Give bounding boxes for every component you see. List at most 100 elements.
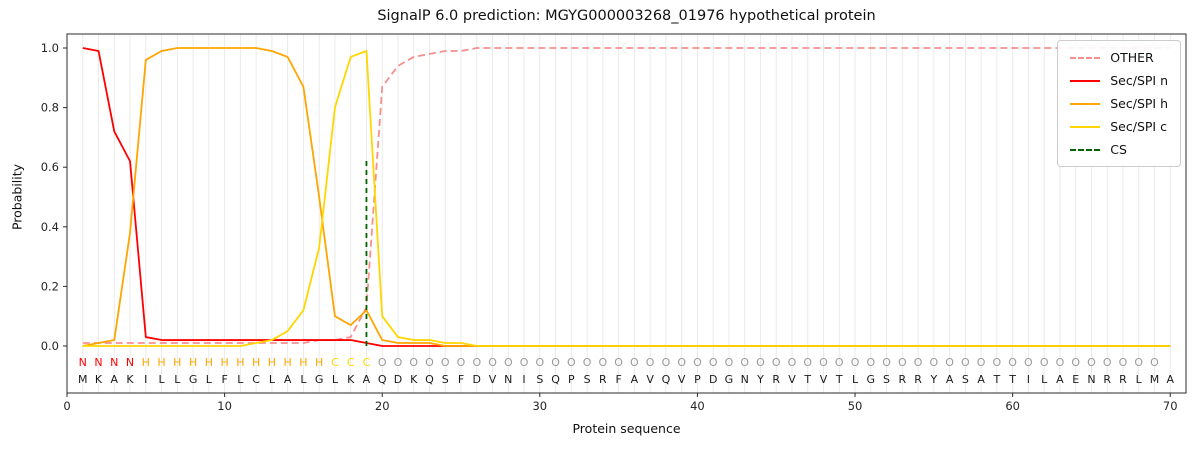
residue-letter: D (709, 373, 717, 386)
residue-type-label: O (520, 356, 529, 369)
residue-letter: L (300, 373, 307, 386)
residue-type-label: H (173, 356, 181, 369)
residue-type-label: O (961, 356, 970, 369)
residue-letter: A (977, 373, 985, 386)
residue-type-label: O (945, 356, 954, 369)
sec-spi-h-line-sample (1070, 102, 1101, 105)
legend-item-sec-spi-c: Sec/SPI c (1070, 119, 1168, 134)
x-tick-label: 70 (1163, 399, 1178, 413)
residue-type-label: O (788, 356, 797, 369)
residue-letter: A (284, 373, 292, 386)
x-axis: 0 10 20 30 40 50 60 70 (63, 393, 1178, 413)
residue-type-label: H (236, 356, 244, 369)
residue-letter: T (993, 373, 1001, 386)
residue-letter: A (631, 373, 639, 386)
residue-type-label: O (866, 356, 875, 369)
residue-type-label: O (488, 356, 497, 369)
residue-type-label: O (409, 356, 418, 369)
residue-type-label: O (551, 356, 560, 369)
residue-letter: R (1119, 373, 1127, 386)
residue-letter: F (458, 373, 464, 386)
residue-letter: D (394, 373, 402, 386)
residue-letter: T (803, 373, 811, 386)
residue-letter: Q (662, 373, 671, 386)
residue-letter: K (95, 373, 103, 386)
residue-letter: M (78, 373, 88, 386)
residue-letter: S (536, 373, 543, 386)
residue-letter: L (332, 373, 339, 386)
residue-letter: N (504, 373, 512, 386)
residue-type-label: O (914, 356, 923, 369)
residue-letter: Y (756, 373, 764, 386)
residue-type-label: O (1119, 356, 1128, 369)
gridlines (82, 34, 1171, 393)
residue-letter: Y (929, 373, 937, 386)
residue-type-label: H (205, 356, 213, 369)
residue-type-label: H (299, 356, 307, 369)
plot-border (66, 33, 1187, 394)
residue-type-label: H (189, 356, 197, 369)
residue-letter: G (725, 373, 734, 386)
residue-letter: S (962, 373, 969, 386)
residue-type-label: N (94, 356, 102, 369)
residue-type-label: H (315, 356, 323, 369)
residue-type-label: O (630, 356, 639, 369)
residue-letter: R (914, 373, 922, 386)
residue-letter: L (1136, 373, 1143, 386)
residue-type-label: O (1150, 356, 1159, 369)
residue-type-label: C (331, 356, 339, 369)
residue-type-label: H (142, 356, 150, 369)
legend: OTHER Sec/SPI n Sec/SPI h Sec/SPI c CS (1057, 40, 1181, 167)
residue-letter: S (442, 373, 449, 386)
residue-letter: L (158, 373, 165, 386)
residue-letter: I (144, 373, 147, 386)
residue-letter: A (363, 373, 371, 386)
residue-type-label: O (1056, 356, 1065, 369)
residue-type-label: O (583, 356, 592, 369)
residue-type-label: O (394, 356, 403, 369)
residue-letter: Q (425, 373, 434, 386)
residue-letter: N (1087, 373, 1095, 386)
residue-type-label: O (851, 356, 860, 369)
residue-letter: R (1103, 373, 1111, 386)
residue-letter: T (1008, 373, 1016, 386)
residue-letter: V (489, 373, 497, 386)
residue-type-label: O (819, 356, 828, 369)
residue-type-label: O (898, 356, 907, 369)
residue-type-label: O (709, 356, 718, 369)
residue-type-label: O (740, 356, 749, 369)
legend-label-sec-spi-n: Sec/SPI n (1110, 73, 1168, 88)
residue-letter: E (1072, 373, 1079, 386)
residue-letter: P (568, 373, 575, 386)
x-tick-label: 30 (532, 399, 547, 413)
legend-label-cs: CS (1110, 142, 1127, 157)
x-tick-label: 0 (63, 399, 70, 413)
residue-type-label: O (646, 356, 655, 369)
residue-type-label: C (363, 356, 371, 369)
y-axis: 0.0 0.2 0.4 0.6 0.8 1.0 (41, 41, 67, 353)
residue-type-label: C (347, 356, 355, 369)
legend-item-sec-spi-h: Sec/SPI h (1070, 96, 1168, 111)
residue-type-label: O (535, 356, 544, 369)
residue-letter: S (584, 373, 591, 386)
residue-type-label: O (457, 356, 466, 369)
series-line-sec-spi-h (82, 47, 1171, 347)
residue-letter: L (269, 373, 276, 386)
legend-item-cs: CS (1070, 142, 1168, 157)
residue-type-label: H (220, 356, 228, 369)
residue-type-label: N (110, 356, 118, 369)
residue-type-label: O (977, 356, 986, 369)
legend-label-sec-spi-c: Sec/SPI c (1110, 119, 1167, 134)
y-tick-label: 0.8 (41, 101, 59, 115)
residue-type-label: N (126, 356, 134, 369)
residue-letter: F (221, 373, 227, 386)
residue-type-label: O (929, 356, 938, 369)
residue-letter: G (867, 373, 876, 386)
x-axis-label: Protein sequence (572, 421, 681, 436)
residue-letter: I (1027, 373, 1030, 386)
other-line-sample (1070, 56, 1101, 59)
legend-item-other: OTHER (1070, 50, 1168, 65)
series-line-sec-spi-n (82, 47, 1171, 347)
residue-type-label: O (472, 356, 481, 369)
